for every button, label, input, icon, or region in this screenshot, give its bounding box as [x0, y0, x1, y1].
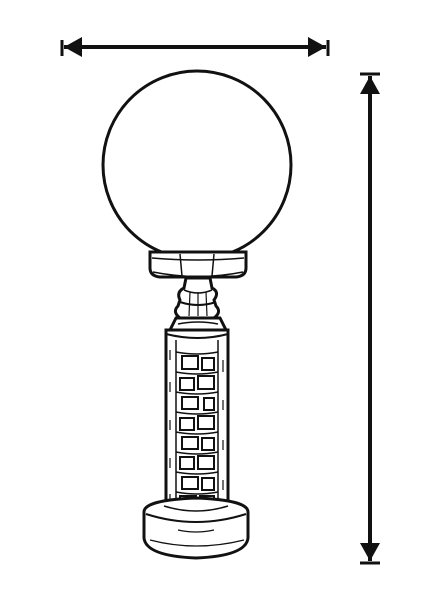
round-base — [142, 496, 250, 560]
ornamental-neck — [167, 276, 229, 332]
globe-shade — [101, 69, 293, 261]
globe-collar — [148, 250, 248, 279]
height-dimension-arrow — [360, 72, 380, 565]
tiled-column — [164, 328, 230, 524]
width-dimension-arrow — [60, 37, 330, 57]
